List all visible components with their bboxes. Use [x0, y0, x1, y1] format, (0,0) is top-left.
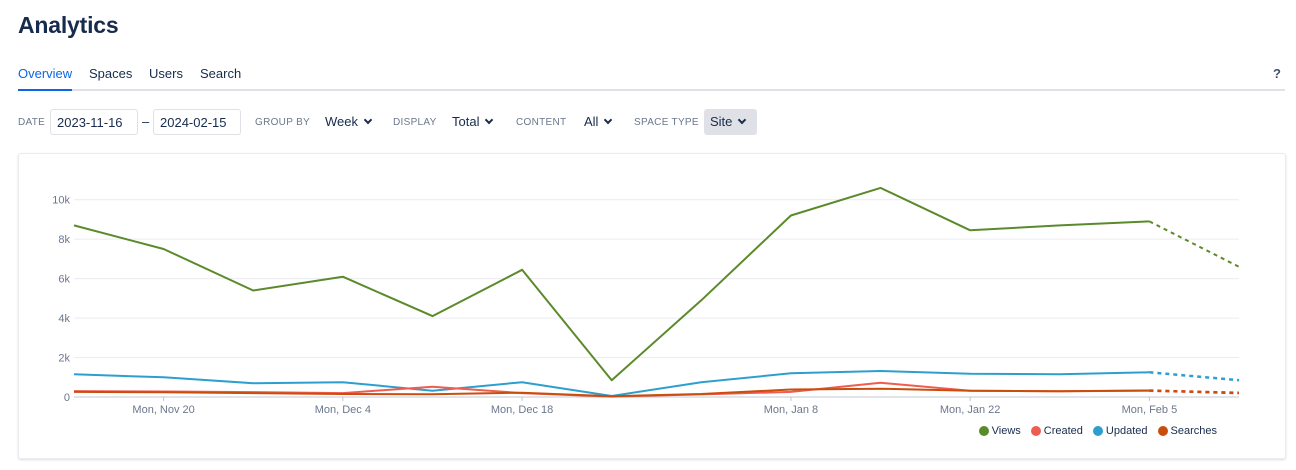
chevron-down-icon — [604, 115, 613, 125]
legend-item-searches[interactable]: Searches — [1157, 425, 1217, 437]
chart-legend: Views Created Updated Searches — [978, 425, 1217, 437]
chart-card: 0 2k 4k 6k 8k 10k Mon, Nov 20 Mon, Dec 4 Mon, De… — [18, 153, 1286, 459]
series-line-created[interactable] — [73, 381, 1150, 398]
tab-users[interactable]: Users — [149, 66, 183, 81]
line-chart: 0 2k 4k 6k 8k 10k Mon, Nov 20 Mon, Dec 4 Mon, De… — [52, 186, 1240, 416]
chevron-down-icon — [363, 115, 373, 125]
page-title: Analytics — [18, 12, 119, 38]
y-tick-label: 0 — [64, 392, 70, 404]
legend-item-created[interactable]: Created — [1030, 425, 1083, 437]
legend-item-views[interactable]: Views — [978, 425, 1021, 437]
date-separator: – — [142, 114, 150, 129]
legend-label: Created — [1043, 425, 1083, 437]
content-value: All — [584, 114, 599, 129]
series-projection-updated — [1149, 371, 1240, 382]
legend-item-updated[interactable]: Updated — [1092, 425, 1148, 437]
chevron-down-icon — [485, 115, 494, 125]
group-by-label: GROUP BY — [255, 117, 311, 128]
space-type-label: SPACE TYPE — [634, 117, 699, 128]
date-from-input[interactable] — [50, 109, 138, 135]
y-tick-label: 4k — [58, 313, 70, 325]
y-tick-label: 8k — [58, 234, 70, 246]
group-by-select[interactable]: Week — [319, 109, 377, 135]
x-tick-label: Mon, Feb 5 — [1122, 404, 1178, 416]
y-tick-label: 2k — [58, 353, 70, 365]
display-value: Total — [452, 114, 480, 129]
series-projection-views — [1148, 220, 1240, 268]
display-label: DISPLAY — [393, 117, 437, 128]
content-label: CONTENT — [516, 117, 567, 128]
legend-dot-icon — [978, 426, 989, 436]
tab-bar: Overview Spaces Users Search ? — [18, 60, 1285, 91]
series-line-views[interactable] — [73, 186, 1150, 382]
series-projection-created — [1149, 389, 1240, 394]
x-tick-label: Mon, Nov 20 — [132, 404, 194, 416]
display-select[interactable]: Total — [446, 109, 498, 135]
legend-label: Searches — [1170, 425, 1217, 437]
y-tick-label: 10k — [52, 195, 70, 207]
date-to-input[interactable] — [153, 109, 241, 135]
tab-overview[interactable]: Overview — [18, 66, 73, 91]
x-tick-label: Mon, Dec 4 — [315, 404, 371, 416]
legend-label: Updated — [1105, 425, 1148, 437]
x-tick-label: Mon, Jan 22 — [940, 404, 1001, 416]
y-tick-label: 6k — [58, 274, 70, 286]
tab-search[interactable]: Search — [200, 66, 242, 81]
x-tick-label: Mon, Jan 8 — [764, 404, 818, 416]
content-select[interactable]: All — [578, 109, 617, 135]
help-icon[interactable]: ? — [1273, 66, 1281, 81]
legend-dot-icon — [1030, 426, 1041, 436]
legend-dot-icon — [1092, 426, 1103, 436]
x-tick-label: Mon, Dec 18 — [491, 404, 553, 416]
group-by-value: Week — [325, 114, 358, 129]
tab-spaces[interactable]: Spaces — [89, 66, 133, 81]
chevron-down-icon — [738, 115, 747, 125]
space-type-select[interactable]: Site — [704, 109, 757, 135]
legend-dot-icon — [1157, 426, 1168, 436]
series-projection-searches — [1149, 389, 1240, 395]
space-type-value: Site — [710, 114, 733, 129]
series-line-searches[interactable] — [73, 387, 1150, 398]
legend-label: Views — [991, 425, 1021, 437]
date-label: DATE — [18, 117, 46, 128]
